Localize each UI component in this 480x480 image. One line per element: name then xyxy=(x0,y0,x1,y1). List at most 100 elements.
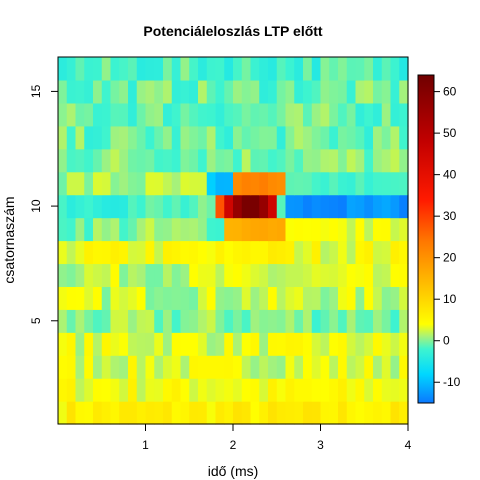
heatmap-cell xyxy=(355,263,365,287)
heatmap-cell xyxy=(294,102,304,127)
heatmap-cell xyxy=(294,57,304,81)
heatmap-cell xyxy=(329,171,339,196)
heatmap-cell xyxy=(259,102,269,127)
heatmap-cell xyxy=(215,332,225,356)
heatmap-cell xyxy=(198,263,208,287)
heatmap-cell xyxy=(268,102,278,127)
heatmap-cell xyxy=(259,355,269,379)
heatmap-cell xyxy=(93,217,103,242)
heatmap-cell xyxy=(145,194,155,219)
heatmap-cell xyxy=(101,309,112,333)
heatmap-cell xyxy=(163,79,173,104)
heatmap-cell xyxy=(338,57,348,81)
heatmap-cell xyxy=(128,240,138,265)
heatmap-cell xyxy=(268,401,278,425)
heatmap-cell xyxy=(311,332,322,356)
heatmap-cell xyxy=(101,194,112,219)
heatmap-cell xyxy=(390,57,400,81)
heatmap-cell xyxy=(224,286,234,310)
heatmap-cell xyxy=(259,286,269,310)
heatmap-cell xyxy=(84,148,94,173)
heatmap-cell xyxy=(84,57,94,81)
heatmap-cell xyxy=(320,263,330,287)
heatmap-cell xyxy=(285,171,295,196)
heatmap-cell xyxy=(198,286,208,310)
heatmap-cell xyxy=(66,194,77,219)
colorbar-tick-label: 0 xyxy=(443,334,450,348)
heatmap-cell xyxy=(381,332,392,356)
heatmap-cell xyxy=(75,125,85,150)
heatmap-cell xyxy=(233,355,243,379)
heatmap-cell xyxy=(66,309,77,333)
heatmap-cell xyxy=(390,194,400,219)
heatmap-cells xyxy=(58,57,409,425)
heatmap-cell xyxy=(259,194,269,219)
heatmap-cell xyxy=(180,194,190,219)
heatmap-cell xyxy=(171,240,182,265)
heatmap-cell xyxy=(66,171,77,196)
heatmap-cell xyxy=(110,378,120,402)
heatmap-cell xyxy=(311,401,322,425)
heatmap-cell xyxy=(84,102,94,127)
heatmap-cell xyxy=(346,171,357,196)
heatmap-cell xyxy=(128,263,138,287)
heatmap-cell xyxy=(294,171,304,196)
heatmap-cell xyxy=(58,378,68,402)
heatmap-cell xyxy=(320,401,330,425)
heatmap-cell xyxy=(198,57,208,81)
heatmap-cell xyxy=(294,217,304,242)
colorbar-tick-label: 30 xyxy=(443,209,457,223)
colorbar-tick-label: 10 xyxy=(443,292,457,306)
heatmap-cell xyxy=(206,125,217,150)
y-tick-label: 5 xyxy=(29,317,43,324)
heatmap-cell xyxy=(329,148,339,173)
heatmap-cell xyxy=(154,217,164,242)
heatmap-cell xyxy=(101,378,112,402)
heatmap-cell xyxy=(180,57,190,81)
heatmap-cell xyxy=(171,171,182,196)
heatmap-cell xyxy=(285,217,295,242)
heatmap-cell xyxy=(189,309,199,333)
heatmap-cell xyxy=(154,309,164,333)
heatmap-cell xyxy=(189,79,199,104)
colorbar-tick-label: 60 xyxy=(443,85,457,99)
heatmap-cell xyxy=(101,263,112,287)
heatmap-cell xyxy=(241,240,252,265)
heatmap-cell xyxy=(303,171,313,196)
heatmap-cell xyxy=(154,378,164,402)
heatmap-cell xyxy=(268,309,278,333)
heatmap-cell xyxy=(171,378,182,402)
heatmap-cell xyxy=(84,79,94,104)
heatmap-cell xyxy=(198,194,208,219)
heatmap-cell xyxy=(101,79,112,104)
heatmap-cell xyxy=(250,57,260,81)
heatmap-cell xyxy=(329,401,339,425)
heatmap-cell xyxy=(329,217,339,242)
heatmap-cell xyxy=(66,217,77,242)
heatmap-cell xyxy=(355,57,365,81)
heatmap-cell xyxy=(390,217,400,242)
heatmap-cell xyxy=(241,309,252,333)
heatmap-cell xyxy=(311,286,322,310)
heatmap-cell xyxy=(180,355,190,379)
heatmap-cell xyxy=(241,401,252,425)
heatmap-cell xyxy=(84,125,94,150)
heatmap-cell xyxy=(364,171,374,196)
heatmap-cell xyxy=(171,263,182,287)
heatmap-cell xyxy=(329,125,339,150)
heatmap-cell xyxy=(390,286,400,310)
heatmap-cell xyxy=(276,171,287,196)
heatmap-cell xyxy=(198,355,208,379)
heatmap-cell xyxy=(101,171,112,196)
heatmap-cell xyxy=(198,401,208,425)
heatmap-cell xyxy=(399,240,409,265)
heatmap-cell xyxy=(110,79,120,104)
heatmap-cell xyxy=(58,194,68,219)
heatmap-cell xyxy=(399,332,409,356)
heatmap-cell xyxy=(268,217,278,242)
heatmap-cell xyxy=(311,263,322,287)
heatmap-cell xyxy=(320,171,330,196)
colorbar: 60 50 40 30 20 10 0 -10 xyxy=(417,74,461,404)
heatmap-cell xyxy=(75,102,85,127)
heatmap-cell xyxy=(119,286,129,310)
